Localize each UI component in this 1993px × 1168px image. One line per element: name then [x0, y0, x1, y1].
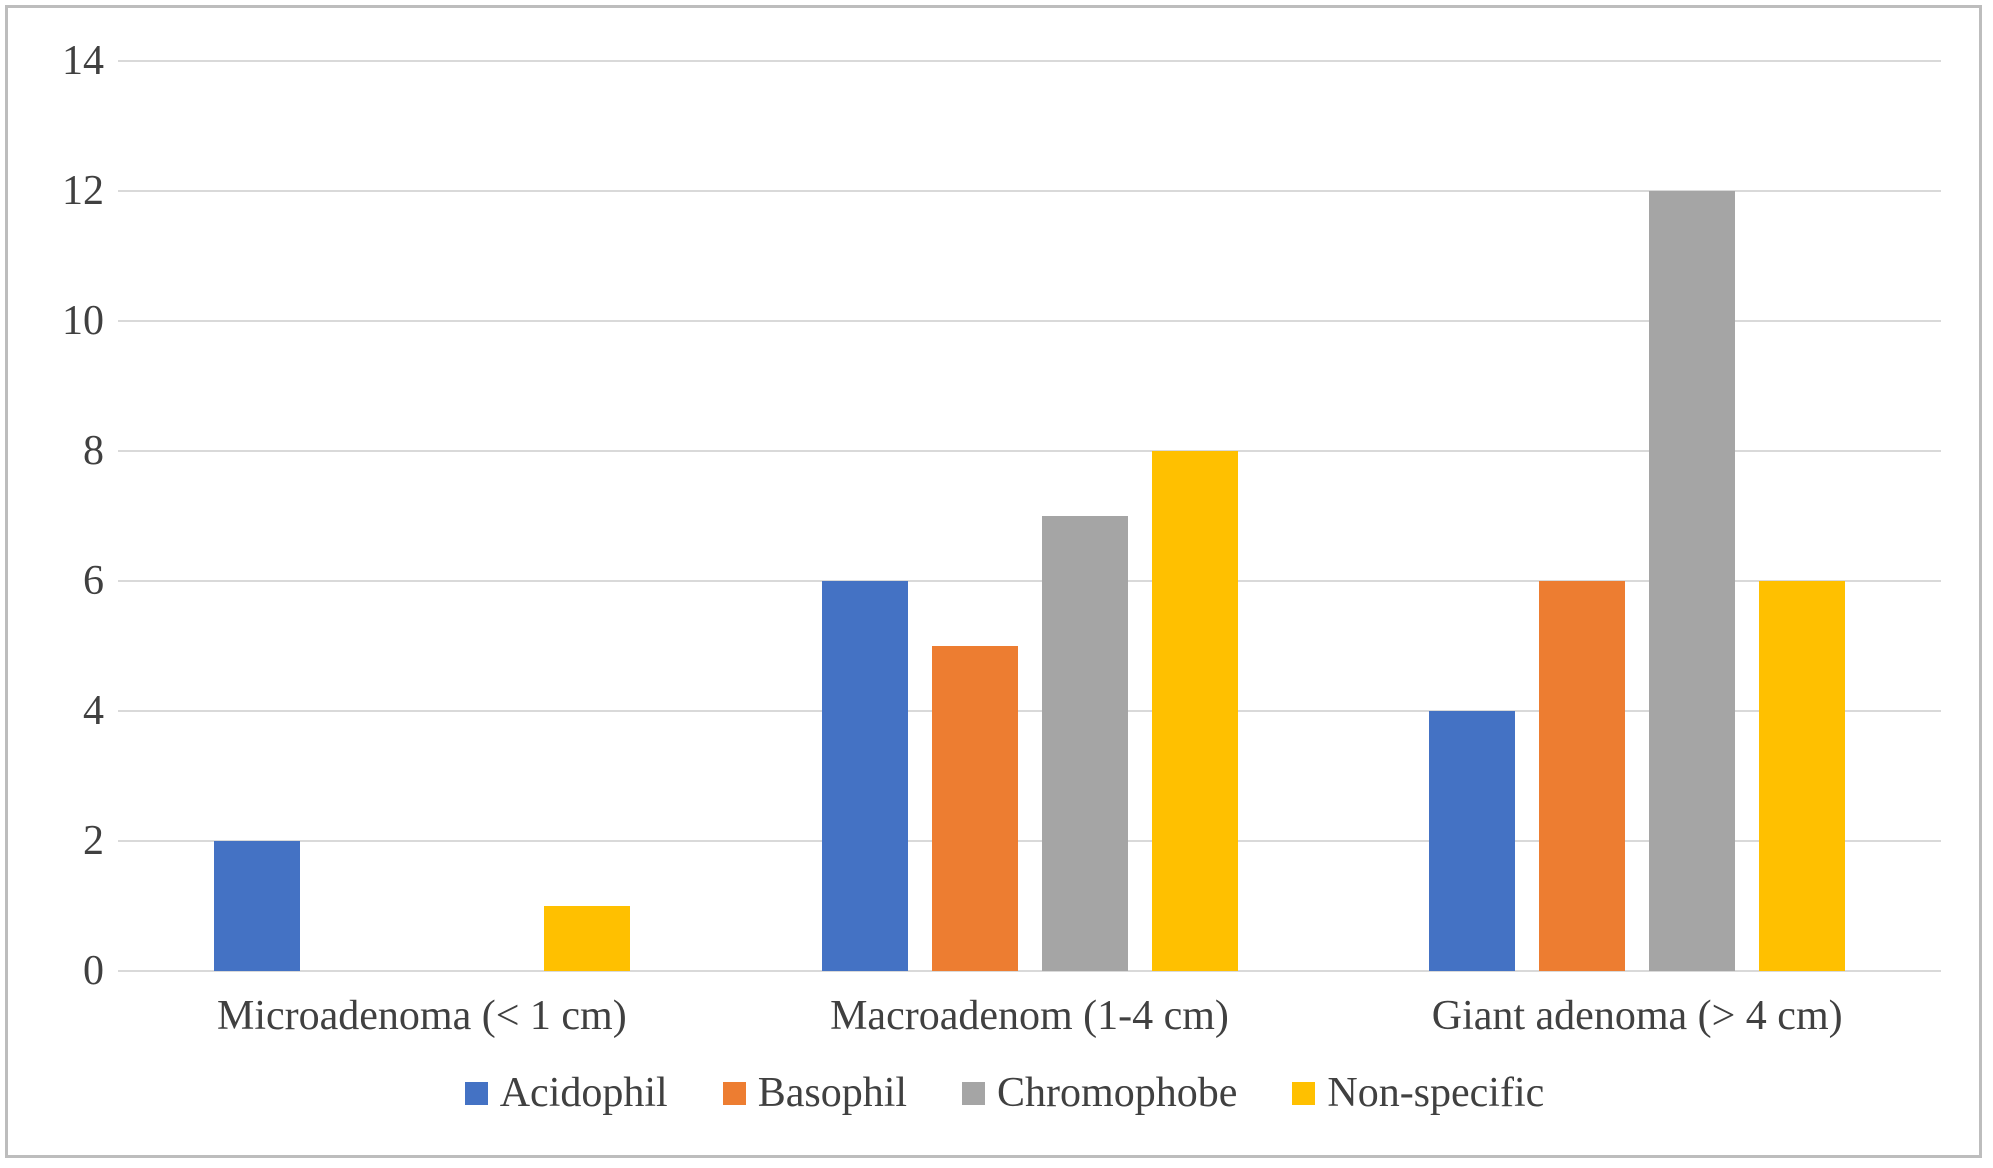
- gridline-y-6: [118, 580, 1941, 582]
- bar-basophil-macroadenom-1-4-cm: [931, 646, 1018, 971]
- bar-non-specific-microadenoma-1-cm: [543, 906, 630, 971]
- bar-slot-non-specific-microadenoma-1-cm: [543, 61, 630, 971]
- bar-slot-non-specific-giant-adenoma-4-cm: [1759, 61, 1846, 971]
- plot-area: [118, 60, 1941, 972]
- bar-group-macroadenom-1-4-cm: [726, 61, 1334, 971]
- y-tick-label-4: 4: [83, 688, 104, 734]
- y-tick-label-10: 10: [62, 298, 104, 344]
- legend-item-chromophobe: Chromophobe: [962, 1070, 1237, 1116]
- gridline-y-8: [118, 450, 1941, 452]
- bar-group-microadenoma-1-cm: [118, 61, 726, 971]
- legend-item-non-specific: Non-specific: [1292, 1070, 1544, 1116]
- bar-non-specific-macroadenom-1-4-cm: [1151, 451, 1238, 971]
- legend-item-basophil: Basophil: [722, 1070, 908, 1116]
- bar-non-specific-giant-adenoma-4-cm: [1759, 581, 1846, 971]
- legend-label-non-specific: Non-specific: [1327, 1070, 1545, 1116]
- legend-label-chromophobe: Chromophobe: [997, 1070, 1238, 1116]
- legend-swatch-icon-basophil: [722, 1081, 746, 1105]
- bar-slot-acidophil-macroadenom-1-4-cm: [821, 61, 908, 971]
- gridline-y-14: [118, 60, 1941, 62]
- bar-slot-basophil-giant-adenoma-4-cm: [1539, 61, 1626, 971]
- bar-slot-acidophil-microadenoma-1-cm: [213, 61, 300, 971]
- y-tick-label-12: 12: [62, 168, 104, 214]
- bar-slot-chromophobe-macroadenom-1-4-cm: [1041, 61, 1128, 971]
- legend-swatch-icon-non-specific: [1292, 1081, 1316, 1105]
- y-tick-label-0: 0: [83, 948, 104, 994]
- bar-group-giant-adenoma-4-cm: [1333, 61, 1941, 971]
- y-tick-label-2: 2: [83, 818, 104, 864]
- category-label-giant-adenoma-4-cm: Giant adenoma (> 4 cm): [1431, 993, 1843, 1039]
- x-axis-line: [118, 970, 1941, 972]
- gridline-y-2: [118, 840, 1941, 842]
- y-tick-label-8: 8: [83, 428, 104, 474]
- bar-groups: [118, 61, 1941, 971]
- legend-label-acidophil: Acidophil: [499, 1070, 668, 1116]
- bar-slot-basophil-macroadenom-1-4-cm: [931, 61, 1018, 971]
- legend-item-acidophil: Acidophil: [464, 1070, 668, 1116]
- legend: Acidophil Basophil Chromophobe Non-specific: [8, 1070, 1993, 1116]
- legend-swatch-icon-chromophobe: [962, 1081, 986, 1105]
- gridline-y-4: [118, 710, 1941, 712]
- legend-swatch-icon-acidophil: [464, 1081, 488, 1105]
- gridline-y-10: [118, 320, 1941, 322]
- bar-acidophil-giant-adenoma-4-cm: [1429, 711, 1516, 971]
- legend-label-basophil: Basophil: [757, 1070, 908, 1116]
- gridline-y-12: [118, 190, 1941, 192]
- bar-slot-non-specific-macroadenom-1-4-cm: [1151, 61, 1238, 971]
- bar-slot-chromophobe-giant-adenoma-4-cm: [1649, 61, 1736, 971]
- x-axis-category-labels: Microadenoma (< 1 cm) Macroadenom (1-4 cm…: [118, 990, 1941, 1042]
- bar-acidophil-macroadenom-1-4-cm: [821, 581, 908, 971]
- category-label-macroadenom-1-4-cm: Macroadenom (1-4 cm): [830, 993, 1229, 1039]
- bar-basophil-giant-adenoma-4-cm: [1539, 581, 1626, 971]
- chart-border-frame: Microadenoma (< 1 cm) Macroadenom (1-4 cm…: [5, 5, 1982, 1158]
- bar-slot-chromophobe-microadenoma-1-cm: [434, 61, 520, 971]
- bar-slot-basophil-microadenoma-1-cm: [324, 61, 410, 971]
- bar-chromophobe-giant-adenoma-4-cm: [1649, 191, 1736, 971]
- y-tick-label-6: 6: [83, 558, 104, 604]
- bar-slot-acidophil-giant-adenoma-4-cm: [1429, 61, 1516, 971]
- y-tick-label-14: 14: [62, 38, 104, 84]
- category-label-microadenoma-1-cm: Microadenoma (< 1 cm): [216, 993, 627, 1039]
- bar-chromophobe-macroadenom-1-4-cm: [1041, 516, 1128, 971]
- bar-acidophil-microadenoma-1-cm: [213, 841, 300, 971]
